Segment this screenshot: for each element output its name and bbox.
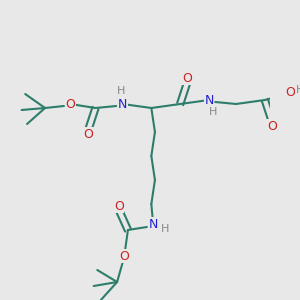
Text: H: H xyxy=(296,85,300,95)
Text: O: O xyxy=(285,85,295,98)
Text: O: O xyxy=(182,71,192,85)
Text: N: N xyxy=(118,98,127,110)
Text: H: H xyxy=(161,224,169,234)
Text: O: O xyxy=(119,250,129,262)
Text: N: N xyxy=(148,218,158,230)
Text: N: N xyxy=(204,94,214,106)
Text: O: O xyxy=(83,128,93,140)
Text: H: H xyxy=(116,86,125,96)
Text: O: O xyxy=(267,119,277,133)
Text: H: H xyxy=(209,107,218,117)
Text: O: O xyxy=(65,98,75,110)
Text: O: O xyxy=(114,200,124,212)
